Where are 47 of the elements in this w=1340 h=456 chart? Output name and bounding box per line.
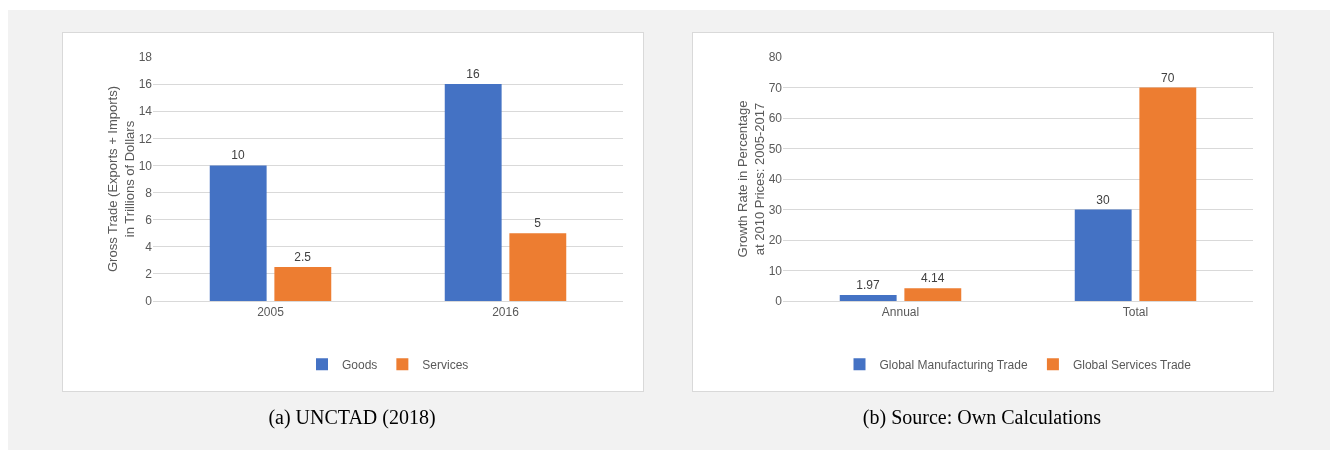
text: (a) UNCTAD (2018) <box>267 406 437 429</box>
data-label: 70 <box>1160 70 1175 85</box>
data-label: 10 <box>231 148 246 163</box>
y-axis-title: Gross Trade (Exports + Imports) in Trillions of Dollars <box>104 85 137 273</box>
data-label: 2.5 <box>294 250 312 265</box>
y-tick-label: 30 <box>768 202 783 217</box>
y-tick-label: 4 <box>145 239 153 254</box>
data-label: 30 <box>1096 192 1111 207</box>
y-tick-label: 10 <box>138 158 153 173</box>
y-tick-label: 14 <box>138 104 153 119</box>
x-tick-label: Annual <box>881 305 920 320</box>
y-tick-label: 8 <box>145 185 153 200</box>
bar <box>1074 209 1132 301</box>
x-tick-label: Total <box>1122 305 1149 320</box>
y-tick-label: 80 <box>768 50 783 65</box>
data-label: 16 <box>466 67 481 82</box>
y-axis-title: Growth Rate in Percentage at 2010 Prices: 2005-2017 <box>734 100 767 258</box>
text: (b) Source: Own Calculations <box>861 406 1103 429</box>
data-label: 1.97 <box>856 277 881 292</box>
y-tick-label: 2 <box>145 267 153 282</box>
y-tick-label: 50 <box>768 141 783 156</box>
y-tick-label: 40 <box>768 172 783 187</box>
y-tick-label: 16 <box>138 77 153 92</box>
legend-label: Global Services Trade <box>1072 357 1192 372</box>
bar <box>209 165 267 301</box>
bar <box>509 233 567 301</box>
legend-label: Services <box>422 357 469 372</box>
legend-label: Global Manufacturing Trade <box>879 357 1028 372</box>
y-tick-label: 20 <box>768 233 783 248</box>
y-tick-label: 6 <box>145 212 153 227</box>
bar <box>1139 87 1197 301</box>
y-tick-label: 10 <box>768 263 783 278</box>
bar <box>904 288 962 301</box>
bar <box>274 267 332 301</box>
y-tick-label: 0 <box>775 294 783 309</box>
data-label: 5 <box>534 216 542 231</box>
y-tick-label: 70 <box>768 80 783 95</box>
y-tick-label: 12 <box>138 131 153 146</box>
data-label: 4.14 <box>920 271 945 286</box>
bar <box>839 294 897 301</box>
legend-label: Goods <box>342 357 378 372</box>
y-tick-label: 18 <box>138 50 153 65</box>
y-tick-label: 0 <box>145 294 153 309</box>
x-tick-label: 2005 <box>257 305 285 320</box>
bar <box>444 84 502 301</box>
x-tick-label: 2016 <box>492 305 520 320</box>
y-tick-label: 60 <box>768 111 783 126</box>
